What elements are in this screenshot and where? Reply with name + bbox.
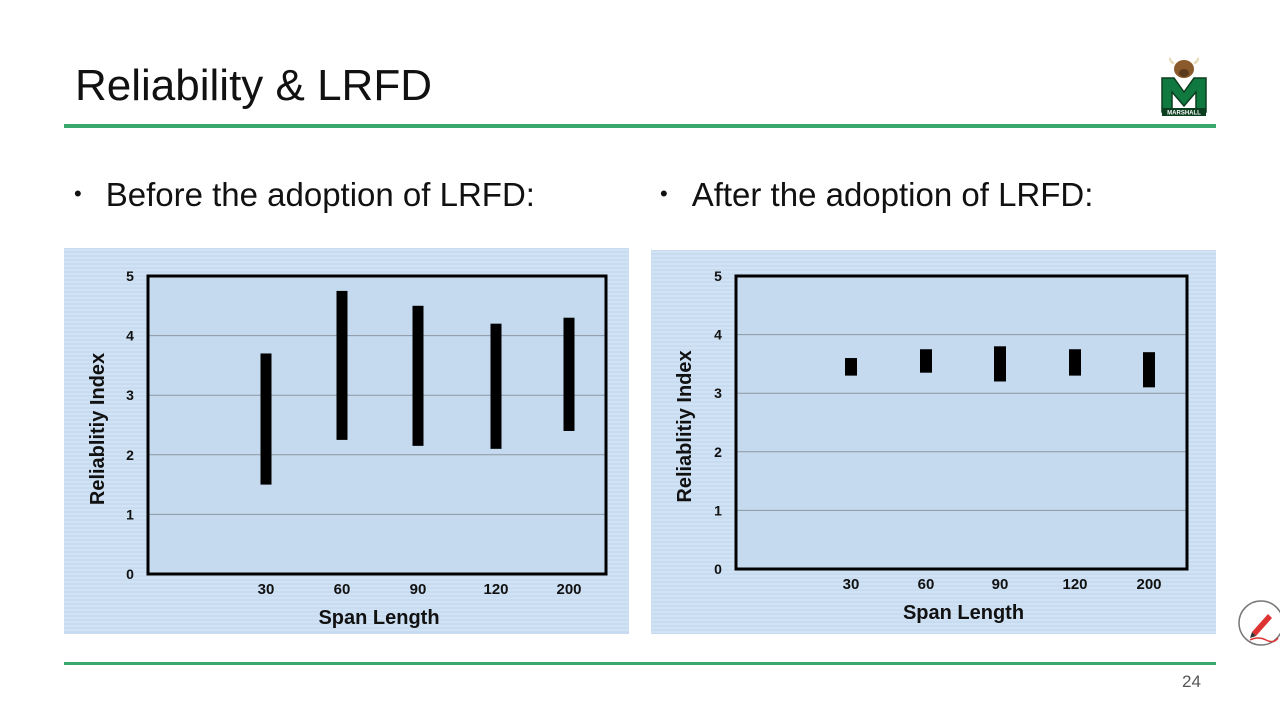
- y-tick-label: 5: [714, 268, 722, 284]
- chart-before: 0 1 2 3 4 5 30 60 90 120 200 Span Length Reliablitiy…: [64, 249, 629, 631]
- x-tick-label: 30: [258, 581, 275, 598]
- bullet-before: • Before the adoption of LRFD:: [74, 176, 535, 214]
- range-bar-60: [920, 349, 932, 373]
- logo-text: MARSHALL: [1167, 111, 1201, 117]
- x-tick-label: 120: [483, 581, 508, 598]
- x-tick-label: 60: [918, 576, 935, 593]
- range-bar-120: [1069, 349, 1081, 376]
- chart-after-panel: 0 1 2 3 4 5 30 60 90 120 200 Span Length Reliablitiy…: [651, 250, 1216, 634]
- y-tick-label: 5: [126, 268, 134, 284]
- annotation-pen-icon[interactable]: [1236, 598, 1280, 648]
- x-tick-label: 90: [410, 581, 427, 598]
- bullet-dot-icon: •: [74, 181, 82, 206]
- plot-area: [736, 276, 1187, 569]
- y-axis-label: Reliablitiy Index: [674, 350, 696, 502]
- y-tick-label: 2: [126, 447, 134, 463]
- y-tick-label: 4: [714, 327, 722, 343]
- range-bar-200: [1143, 352, 1155, 388]
- range-bar-30: [260, 353, 272, 485]
- y-tick-label: 0: [126, 566, 134, 582]
- bullet-after: • After the adoption of LRFD:: [660, 176, 1093, 214]
- bullet-after-text: After the adoption of LRFD:: [691, 176, 1094, 213]
- marshall-logo-icon: MARSHALL: [1161, 57, 1207, 117]
- y-axis-label: Reliablitiy Index: [87, 353, 109, 505]
- y-tick-label: 4: [126, 328, 134, 344]
- x-tick-label: 200: [1136, 576, 1161, 593]
- chart-before-panel: 0 1 2 3 4 5 30 60 90 120 200 Span Length Reliablitiy…: [64, 248, 629, 634]
- x-tick-label: 90: [992, 576, 1009, 593]
- y-tick-label: 1: [126, 506, 134, 522]
- plot-area: [148, 276, 606, 574]
- range-bar-120: [490, 323, 502, 449]
- page-number: 24: [1182, 672, 1201, 691]
- footer-rule: [64, 662, 1216, 665]
- plot-frame: [146, 274, 608, 576]
- x-tick-label: 200: [556, 581, 581, 598]
- range-bar-60: [336, 290, 348, 440]
- y-tick-label: 0: [714, 561, 722, 577]
- range-bar-90: [412, 305, 424, 446]
- range-bar-90: [994, 346, 1006, 382]
- range-bar-200: [563, 317, 575, 431]
- x-axis-label: Span Length: [318, 607, 439, 629]
- y-tick-label: 3: [126, 387, 134, 403]
- x-axis-label: Span Length: [903, 602, 1024, 624]
- slide-title: Reliability & LRFD: [75, 61, 432, 110]
- range-bar-30: [845, 358, 857, 376]
- y-tick-label: 2: [714, 444, 722, 460]
- title-underline: [64, 124, 1216, 128]
- x-tick-label: 30: [843, 576, 860, 593]
- y-tick-label: 3: [714, 385, 722, 401]
- bullet-dot-icon: •: [660, 181, 668, 206]
- plot-frame: [734, 274, 1189, 571]
- chart-after: 0 1 2 3 4 5 30 60 90 120 200 Span Length Reliablitiy…: [651, 251, 1216, 633]
- y-tick-label: 1: [714, 502, 722, 518]
- x-tick-label: 60: [334, 581, 351, 598]
- bullet-before-text: Before the adoption of LRFD:: [105, 176, 535, 213]
- x-tick-label: 120: [1062, 576, 1087, 593]
